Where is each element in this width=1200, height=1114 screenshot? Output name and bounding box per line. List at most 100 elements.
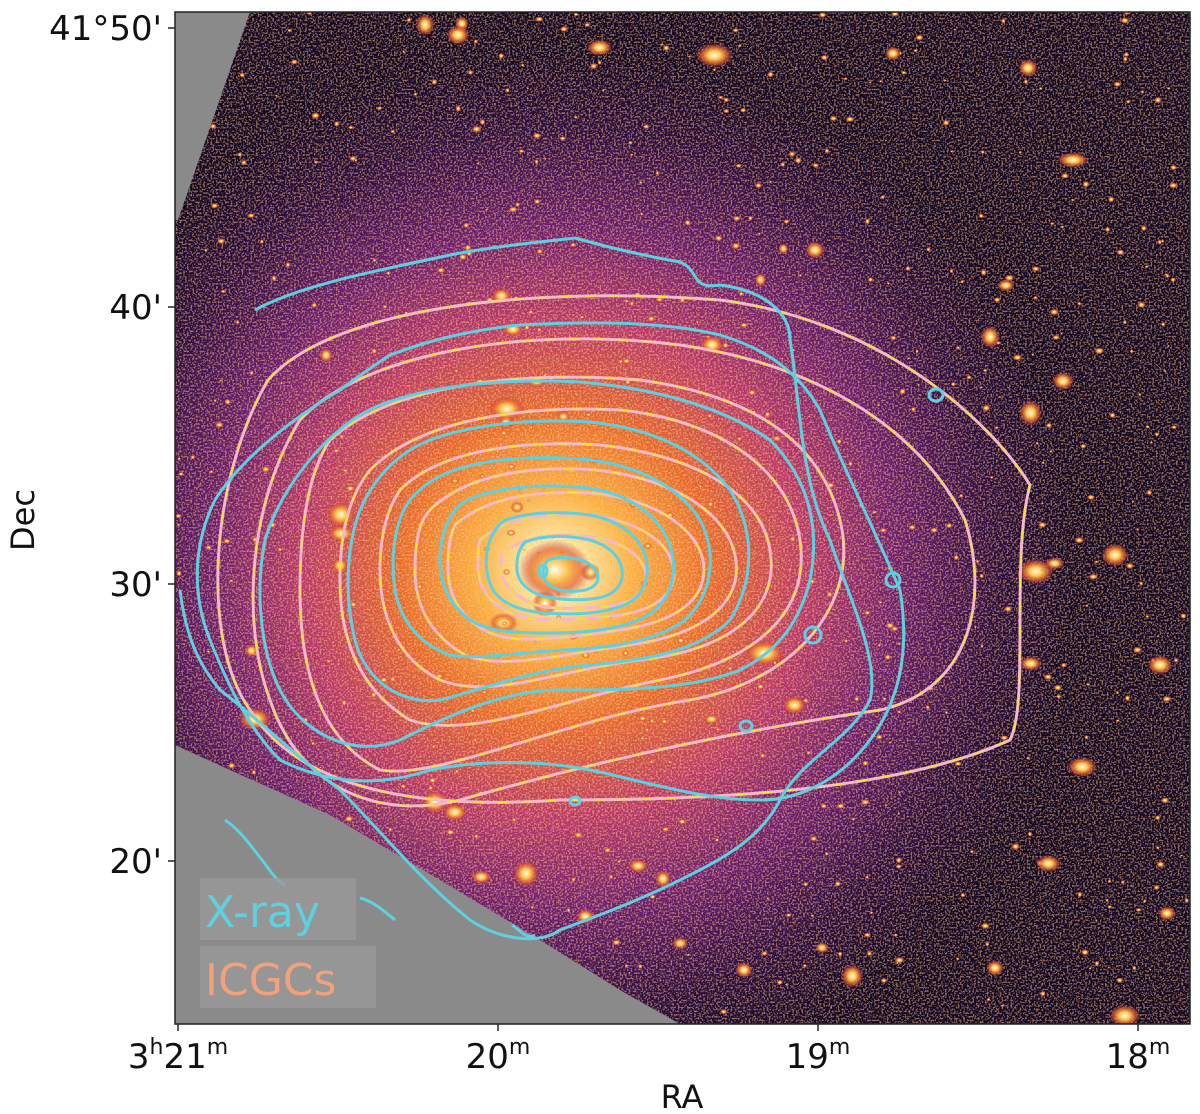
galaxy [1160, 321, 1166, 327]
bright-galaxy [1101, 543, 1129, 567]
galaxy [731, 242, 741, 250]
galaxy [1161, 239, 1165, 244]
galaxy [989, 475, 994, 480]
galaxy [649, 894, 656, 900]
galaxy [660, 43, 664, 46]
galaxy [399, 34, 402, 37]
galaxy [520, 63, 525, 67]
galaxy [506, 529, 516, 536]
galaxy [807, 415, 811, 418]
galaxy [806, 750, 812, 756]
galaxy [738, 291, 745, 297]
galaxy [464, 244, 472, 252]
galaxy [877, 643, 881, 648]
galaxy [845, 116, 855, 123]
galaxy [1040, 502, 1044, 505]
galaxy [897, 710, 902, 714]
galaxy [277, 547, 283, 552]
galaxy [1170, 277, 1176, 283]
galaxy [834, 880, 842, 887]
galaxy [311, 302, 318, 309]
galaxy [788, 151, 796, 157]
galaxy [1104, 226, 1111, 233]
galaxy [533, 640, 537, 644]
galaxy [1060, 225, 1065, 229]
galaxy [333, 448, 340, 454]
galaxy [996, 279, 1015, 292]
galaxy [1166, 86, 1171, 90]
galaxy [1140, 225, 1147, 232]
galaxy [528, 310, 534, 315]
icgc-contours [216, 294, 1032, 808]
galaxy [1003, 605, 1013, 613]
galaxy [175, 513, 182, 519]
galaxy [209, 123, 217, 130]
galaxy [888, 741, 892, 744]
galaxy [1088, 573, 1099, 580]
galaxy [908, 524, 917, 530]
galaxy [913, 49, 918, 53]
galaxy [205, 545, 213, 550]
galaxy [897, 642, 901, 646]
galaxy [611, 939, 622, 946]
galaxy [982, 368, 988, 373]
galaxy [686, 953, 691, 957]
galaxy [953, 554, 960, 561]
icgc-contour-dash [379, 443, 773, 688]
galaxy [1045, 422, 1053, 429]
galaxy [896, 856, 902, 864]
galaxy [227, 762, 236, 769]
galaxy [326, 659, 331, 664]
galaxy [654, 869, 672, 888]
galaxy [993, 297, 1001, 303]
galaxy [830, 1006, 833, 1009]
galaxy [1137, 393, 1142, 397]
galaxy [900, 70, 907, 75]
galaxy [671, 936, 689, 950]
galaxy [586, 39, 613, 56]
galaxy [776, 979, 784, 985]
galaxy [254, 370, 257, 373]
galaxy [579, 315, 585, 320]
galaxy [274, 721, 277, 725]
galaxy [1149, 441, 1154, 444]
galaxy [759, 753, 766, 759]
galaxy [1051, 371, 1075, 391]
galaxy [794, 157, 803, 164]
galaxy [285, 261, 291, 268]
galaxy [1035, 441, 1039, 446]
galaxy [638, 181, 643, 184]
galaxy [677, 818, 687, 825]
galaxy [766, 896, 770, 901]
galaxy [1154, 432, 1160, 437]
galaxy [386, 270, 391, 276]
galaxy [883, 654, 892, 661]
galaxy [950, 381, 956, 387]
galaxy [498, 52, 505, 60]
icgc-contour-dash [477, 513, 675, 621]
galaxy [1156, 860, 1165, 868]
galaxy [772, 435, 782, 442]
galaxy [536, 327, 542, 333]
galaxy [969, 849, 975, 854]
galaxy [899, 388, 906, 395]
galaxy [655, 297, 664, 303]
galaxy [1123, 51, 1130, 58]
galaxy [508, 206, 518, 213]
galaxy [895, 864, 903, 869]
galaxy [628, 140, 633, 145]
galaxy [573, 12, 579, 17]
sky-image [175, 12, 1190, 1024]
galaxy [533, 198, 541, 205]
galaxy [707, 413, 713, 419]
galaxy [218, 379, 223, 382]
galaxy [667, 760, 672, 764]
galaxy [1171, 425, 1178, 430]
galaxy [1037, 521, 1047, 529]
galaxy [259, 239, 265, 245]
galaxy [1084, 735, 1089, 740]
bright-galaxy [1018, 59, 1038, 77]
galaxy [662, 44, 670, 52]
galaxy [824, 147, 830, 154]
galaxy [527, 499, 531, 502]
